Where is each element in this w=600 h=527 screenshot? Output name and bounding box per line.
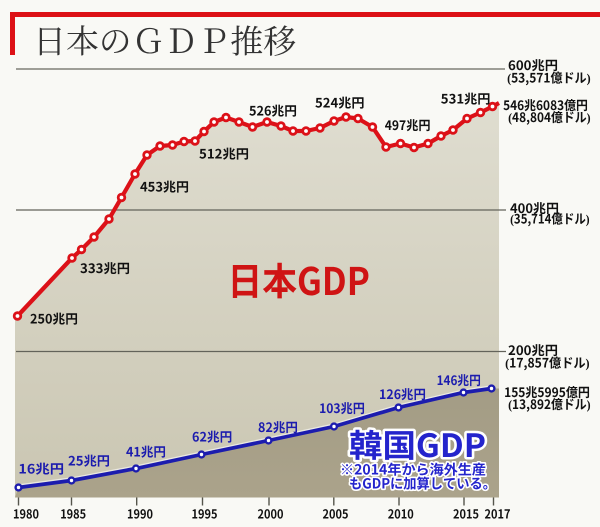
svg-text:531兆円: 531兆円 (441, 88, 491, 107)
svg-text:(48,804億ドル): (48,804億ドル) (508, 107, 590, 126)
svg-text:2017: 2017 (485, 504, 511, 523)
svg-text:2000: 2000 (258, 504, 284, 523)
svg-text:(17,857億ドル): (17,857億ドル) (505, 353, 590, 372)
svg-text:2010: 2010 (388, 504, 414, 523)
svg-text:(53,571億ドル): (53,571億ドル) (507, 68, 591, 87)
svg-text:日本GDP: 日本GDP (228, 251, 370, 306)
svg-text:1995: 1995 (192, 504, 218, 523)
svg-text:155兆5995億円: 155兆5995億円 (504, 382, 590, 401)
svg-text:126兆円: 126兆円 (379, 384, 426, 403)
svg-text:1980: 1980 (13, 504, 39, 523)
svg-text:韓国GDP: 韓国GDP (349, 421, 486, 467)
svg-text:524兆円: 524兆円 (315, 92, 364, 111)
svg-text:1990: 1990 (127, 504, 153, 523)
svg-text:526兆円: 526兆円 (249, 101, 297, 120)
svg-text:453兆円: 453兆円 (140, 177, 189, 196)
svg-text:もGDPに加算している。: もGDPに加算している。 (349, 473, 496, 493)
svg-text:497兆円: 497兆円 (385, 115, 431, 134)
svg-text:※2014年から海外生産: ※2014年から海外生産 (340, 460, 486, 480)
svg-text:82兆円: 82兆円 (258, 417, 298, 436)
svg-text:25兆円: 25兆円 (68, 451, 110, 470)
svg-text:16兆円: 16兆円 (18, 459, 64, 478)
svg-text:400兆円: 400兆円 (510, 198, 559, 217)
svg-text:(13,892億ドル): (13,892億ドル) (508, 394, 590, 413)
svg-text:2015: 2015 (453, 504, 479, 523)
svg-text:41兆円: 41兆円 (126, 442, 166, 461)
svg-text:546兆6083億円: 546兆6083億円 (503, 95, 588, 114)
svg-text:146兆円: 146兆円 (437, 370, 481, 389)
svg-text:日本のＧＤＰ推移: 日本のＧＤＰ推移 (33, 16, 296, 63)
svg-text:600兆円: 600兆円 (508, 55, 558, 74)
svg-text:250兆円: 250兆円 (30, 309, 78, 328)
svg-text:333兆円: 333兆円 (80, 258, 130, 277)
svg-text:(35,714億ドル): (35,714億ドル) (510, 209, 589, 228)
svg-text:200兆円: 200兆円 (508, 340, 558, 359)
svg-text:62兆円: 62兆円 (192, 427, 232, 446)
svg-text:512兆円: 512兆円 (199, 144, 249, 163)
svg-text:1985: 1985 (60, 504, 86, 523)
svg-text:2005: 2005 (323, 504, 349, 523)
svg-text:103兆円: 103兆円 (319, 398, 365, 417)
